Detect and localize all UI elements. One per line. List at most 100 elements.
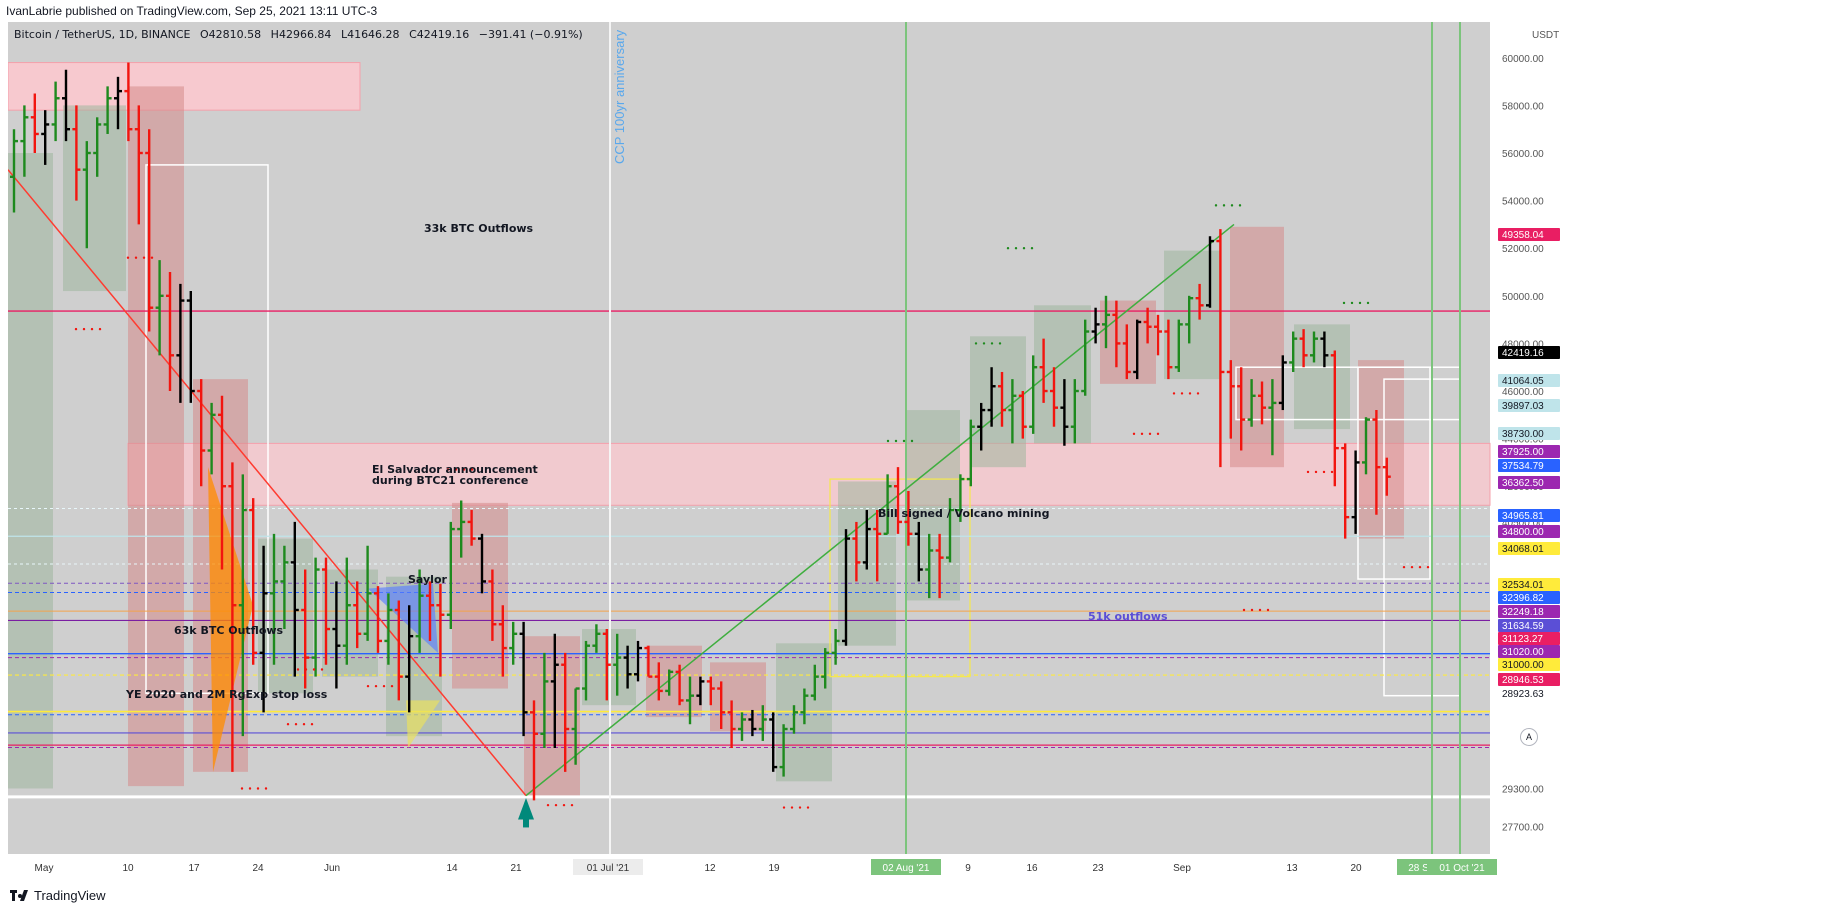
price-label-6: 37534.79 <box>1498 459 1560 472</box>
signal-dot-14-0 <box>1214 204 1218 207</box>
price-label-bg-9 <box>1498 525 1560 538</box>
annotation-saylor: Saylor <box>408 573 447 586</box>
signal-dot-16-0 <box>296 668 300 671</box>
candle-0 <box>10 129 18 213</box>
signal-dot-15-0 <box>446 468 450 471</box>
chart-area[interactable]: USDT 60000.00 58000.00 56000.00 54000.00 5200… <box>8 22 1834 880</box>
signal-dots-6 <box>974 342 1002 345</box>
price-label-bg-13 <box>1498 605 1560 618</box>
auto-scale-button[interactable]: A <box>1520 728 1538 746</box>
signal-dot-1-3 <box>310 723 314 726</box>
low-arrow-stem <box>523 819 529 828</box>
x-tick-2: 17 <box>188 863 200 874</box>
candle-63 <box>665 669 674 696</box>
price-label-text-2: 41064.05 <box>1502 376 1544 387</box>
signal-dots-2 <box>366 684 394 688</box>
x-tick-label-7: 01 Jul '21 <box>587 863 630 874</box>
candle-41 <box>436 583 445 677</box>
candle-56 <box>592 624 601 653</box>
candle-107 <box>1122 324 1131 380</box>
x-tick-4: Jun <box>324 863 340 874</box>
published-header: IvanLabrie published on TradingView.com,… <box>6 4 378 18</box>
candle-112 <box>1174 319 1183 372</box>
signal-dot-8-1 <box>1140 432 1144 436</box>
candle-67 <box>706 676 715 706</box>
price-label-7: 36362.50 <box>1498 476 1560 489</box>
signal-dot-4-0 <box>782 806 786 809</box>
signal-dots-9 <box>1172 392 1200 395</box>
y-tick-13: 29300.00 <box>1502 784 1544 795</box>
price-label-bg-17 <box>1498 658 1560 671</box>
candle-103 <box>1081 319 1090 396</box>
signal-dot-12-2 <box>1358 301 1362 305</box>
candle-26 <box>280 545 289 630</box>
price-label-text-13: 32249.18 <box>1502 607 1544 618</box>
candle-72 <box>758 705 767 741</box>
candle-100 <box>1050 367 1058 427</box>
price-label-bg-19 <box>1498 687 1560 700</box>
candle-79 <box>831 629 840 665</box>
signal-dot-7-3 <box>1030 247 1034 250</box>
signal-dot-18-2 <box>256 787 260 790</box>
x-tick-16: 20 <box>1350 863 1362 874</box>
signal-dot-2-2 <box>382 684 386 688</box>
x-tick-label-4: Jun <box>324 863 340 874</box>
candle-71 <box>748 709 757 737</box>
candle-61 <box>644 645 653 678</box>
candle-83 <box>873 510 882 582</box>
price-label-bg-16 <box>1498 645 1560 658</box>
signal-dot-1-0 <box>286 723 290 726</box>
annotation-bill-signed: Bill signed / Volcano mining <box>878 507 1050 520</box>
signal-dots-12 <box>1342 301 1370 305</box>
price-label-1: 42419.16 <box>1498 346 1560 359</box>
price-chart[interactable]: USDT 60000.00 58000.00 56000.00 54000.00 5200… <box>8 22 1834 880</box>
y-tick-2: 56000.00 <box>1502 149 1544 160</box>
candle-96 <box>1008 379 1017 444</box>
x-tick-5: 14 <box>446 863 458 874</box>
candle-8 <box>93 117 102 177</box>
candle-57 <box>602 629 611 701</box>
price-label-11: 32534.01 <box>1498 578 1560 591</box>
range-box-5 <box>322 569 378 677</box>
candle-16 <box>176 283 185 403</box>
price-label-bg-12 <box>1498 591 1560 604</box>
price-label-bg-1 <box>1498 346 1560 359</box>
candle-117 <box>1226 360 1235 439</box>
candle-86 <box>904 490 913 546</box>
signal-dot-11-3 <box>1330 470 1334 474</box>
price-label-5: 37925.00 <box>1498 445 1560 458</box>
signal-dots-13 <box>1402 565 1430 569</box>
candle-12 <box>134 105 143 225</box>
yellow-range-box <box>829 478 971 678</box>
candle-95 <box>998 371 1006 427</box>
x-tick-12: 16 <box>1026 863 1038 874</box>
orange-cone <box>208 467 253 772</box>
signal-dot-2-1 <box>374 684 378 688</box>
yellow-cone <box>406 700 440 749</box>
candle-73 <box>769 712 778 772</box>
candle-21 <box>228 462 237 772</box>
candle-36 <box>384 593 393 665</box>
price-label-text-1: 42419.16 <box>1502 348 1544 359</box>
signal-dot-9-0 <box>1172 392 1176 395</box>
signal-dot-10-1 <box>1250 608 1254 612</box>
candle-78 <box>821 648 830 689</box>
candle-85 <box>894 467 902 534</box>
candle-17 <box>186 291 195 403</box>
candle-76 <box>800 688 809 725</box>
price-label-text-14: 31634.59 <box>1502 621 1544 632</box>
x-tick-6: 21 <box>510 863 522 874</box>
price-label-text-4: 38730.00 <box>1502 429 1544 440</box>
signal-dot-6-2 <box>990 342 994 345</box>
price-label-15: 31123.27 <box>1498 632 1560 645</box>
signal-dot-0-2 <box>142 256 146 259</box>
candle-130 <box>1362 417 1370 475</box>
candle-33 <box>353 581 362 649</box>
x-tick-8: 12 <box>704 863 716 874</box>
price-label-text-8: 34965.81 <box>1502 511 1544 522</box>
candle-42 <box>446 521 455 630</box>
signal-dot-7-2 <box>1022 247 1026 250</box>
x-tick-13: 23 <box>1092 863 1104 874</box>
signal-dot-13-0 <box>1402 565 1406 569</box>
x-tick-label-0: May <box>35 863 54 874</box>
